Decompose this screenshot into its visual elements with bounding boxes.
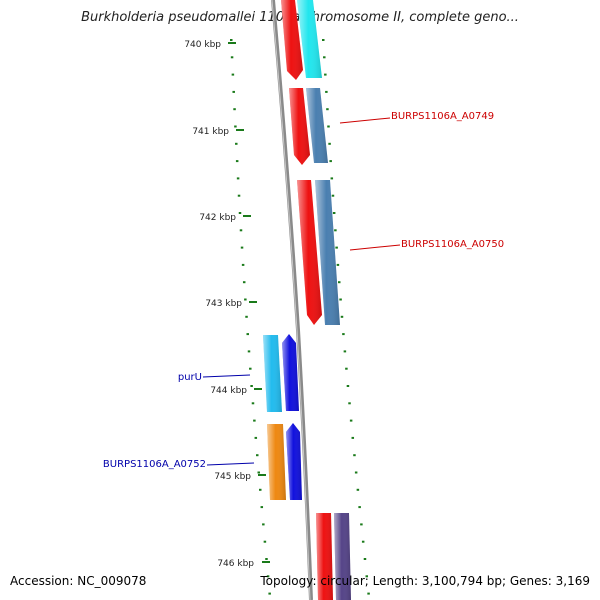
gene-label-A0750[interactable]: BURPS1106A_A0750 bbox=[349, 239, 504, 251]
feature-gene-A0752[interactable] bbox=[267, 424, 286, 500]
svg-text:740 kbp: 740 kbp bbox=[184, 40, 221, 50]
chromosome-backbone-highlight bbox=[271, 0, 311, 600]
outer-tick-ring bbox=[322, 39, 370, 595]
topology-text: Topology: circular; Length: 3,100,794 bp… bbox=[260, 574, 590, 588]
gene-label-A0752[interactable]: BURPS1106A_A0752 bbox=[103, 459, 255, 470]
scale-mark-744: 744 kbp bbox=[210, 386, 262, 396]
feature-gene-A0750[interactable] bbox=[315, 180, 340, 325]
svg-text:BURPS1106A_A0752: BURPS1106A_A0752 bbox=[103, 459, 206, 470]
accession-text: Accession: NC_009078 bbox=[10, 574, 147, 588]
svg-text:745 kbp: 745 kbp bbox=[214, 472, 251, 482]
chromosome-backbone bbox=[271, 0, 313, 600]
feature-gene-purU[interactable] bbox=[263, 335, 282, 412]
scale-mark-746: 746 kbp bbox=[217, 559, 270, 569]
feature-cds-purU[interactable] bbox=[282, 334, 299, 411]
feature-cds-A0749[interactable] bbox=[289, 88, 310, 165]
svg-text:BURPS1106A_A0749: BURPS1106A_A0749 bbox=[391, 111, 494, 122]
feature-cds-A0750[interactable] bbox=[297, 180, 322, 325]
svg-text:744 kbp: 744 kbp bbox=[210, 386, 247, 396]
feature-cds-746[interactable] bbox=[316, 513, 333, 600]
feature-gene-A0749[interactable] bbox=[306, 88, 328, 163]
svg-text:746 kbp: 746 kbp bbox=[217, 559, 254, 569]
scale-mark-741: 741 kbp bbox=[192, 127, 244, 137]
svg-text:742 kbp: 742 kbp bbox=[199, 213, 236, 223]
gene-label-purU[interactable]: purU bbox=[178, 372, 251, 383]
gene-label-A0749[interactable]: BURPS1106A_A0749 bbox=[339, 111, 494, 124]
svg-text:743 kbp: 743 kbp bbox=[205, 299, 242, 309]
feature-gene-740[interactable] bbox=[297, 0, 322, 78]
scale-mark-740: 740 kbp bbox=[184, 40, 236, 50]
feature-cds-A0752[interactable] bbox=[286, 423, 302, 500]
svg-text:741 kbp: 741 kbp bbox=[192, 127, 229, 137]
svg-text:BURPS1106A_A0750: BURPS1106A_A0750 bbox=[401, 239, 504, 250]
feature-cds-740[interactable] bbox=[281, 0, 303, 80]
inner-tick-ring bbox=[230, 39, 271, 595]
scale-mark-742: 742 kbp bbox=[199, 213, 251, 223]
feature-gene-746[interactable] bbox=[334, 513, 351, 600]
svg-text:purU: purU bbox=[178, 372, 202, 383]
scale-mark-745: 745 kbp bbox=[214, 472, 266, 482]
scale-mark-743: 743 kbp bbox=[205, 299, 257, 309]
